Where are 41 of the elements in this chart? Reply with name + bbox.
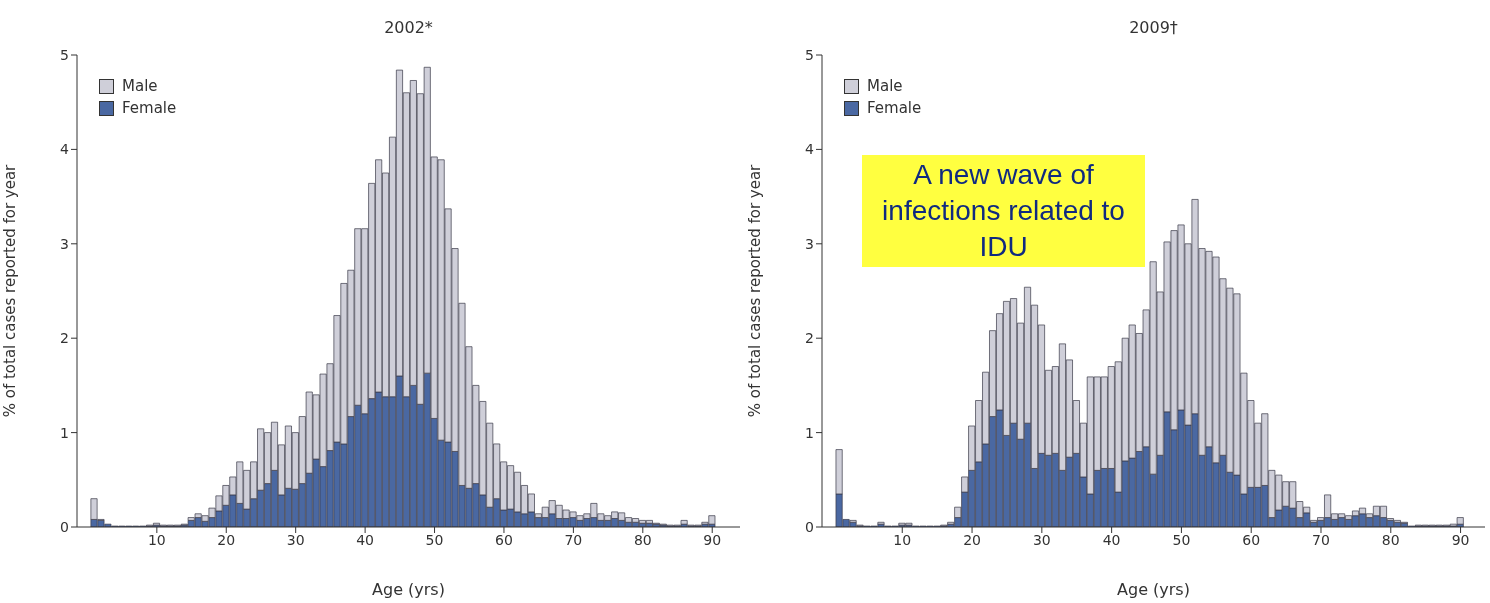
- x-axis-title: Age (yrs): [372, 580, 445, 599]
- x-tick-label: 20: [963, 531, 981, 548]
- y-tick-label: 1: [805, 424, 814, 441]
- y-tick-label: 5: [805, 46, 814, 63]
- y-tick-label: 4: [805, 141, 815, 158]
- x-tick-label: 40: [356, 531, 375, 548]
- y-tick-label: 5: [60, 46, 69, 63]
- x-tick-label: 70: [564, 531, 583, 548]
- y-axis-title: % of total cases reported for year: [1, 163, 20, 418]
- y-tick-label: 0: [805, 518, 814, 535]
- x-tick-label: 80: [633, 531, 652, 548]
- x-tick-label: 20: [217, 531, 236, 548]
- x-tick-label: 70: [1312, 531, 1330, 548]
- y-tick-label: 2: [805, 330, 814, 347]
- legend-label: Female: [867, 99, 922, 117]
- x-tick-label: 30: [1032, 531, 1051, 548]
- x-tick-label: 50: [425, 531, 444, 548]
- y-tick-label: 3: [805, 235, 814, 252]
- legend-label: Male: [122, 77, 158, 95]
- chart-title: 2002*: [383, 18, 434, 37]
- y-tick-label: 1: [60, 424, 69, 441]
- x-tick-label: 40: [1102, 531, 1121, 548]
- x-tick-label: 90: [1451, 531, 1470, 548]
- x-tick-label: 30: [286, 531, 305, 548]
- x-tick-label: 90: [703, 531, 722, 548]
- x-tick-label: 50: [1172, 531, 1191, 548]
- y-tick-label: 2: [60, 330, 69, 347]
- chart-title: 2009†: [1128, 18, 1179, 37]
- legend-label: Male: [867, 77, 903, 95]
- annotation: A new wave of infections related to IDU: [862, 155, 1145, 267]
- x-tick-label: 10: [147, 531, 166, 548]
- x-tick-label: 10: [893, 531, 912, 548]
- y-tick-label: 0: [60, 518, 69, 535]
- y-axis-title: % of total cases reported for year: [746, 163, 765, 418]
- y-tick-label: 3: [60, 235, 69, 252]
- x-tick-label: 60: [495, 531, 513, 548]
- legend-label: Female: [122, 99, 177, 117]
- x-tick-label: 60: [1242, 531, 1261, 548]
- y-tick-label: 4: [60, 141, 70, 158]
- x-tick-label: 80: [1381, 531, 1400, 548]
- x-axis-title: Age (yrs): [1117, 580, 1190, 599]
